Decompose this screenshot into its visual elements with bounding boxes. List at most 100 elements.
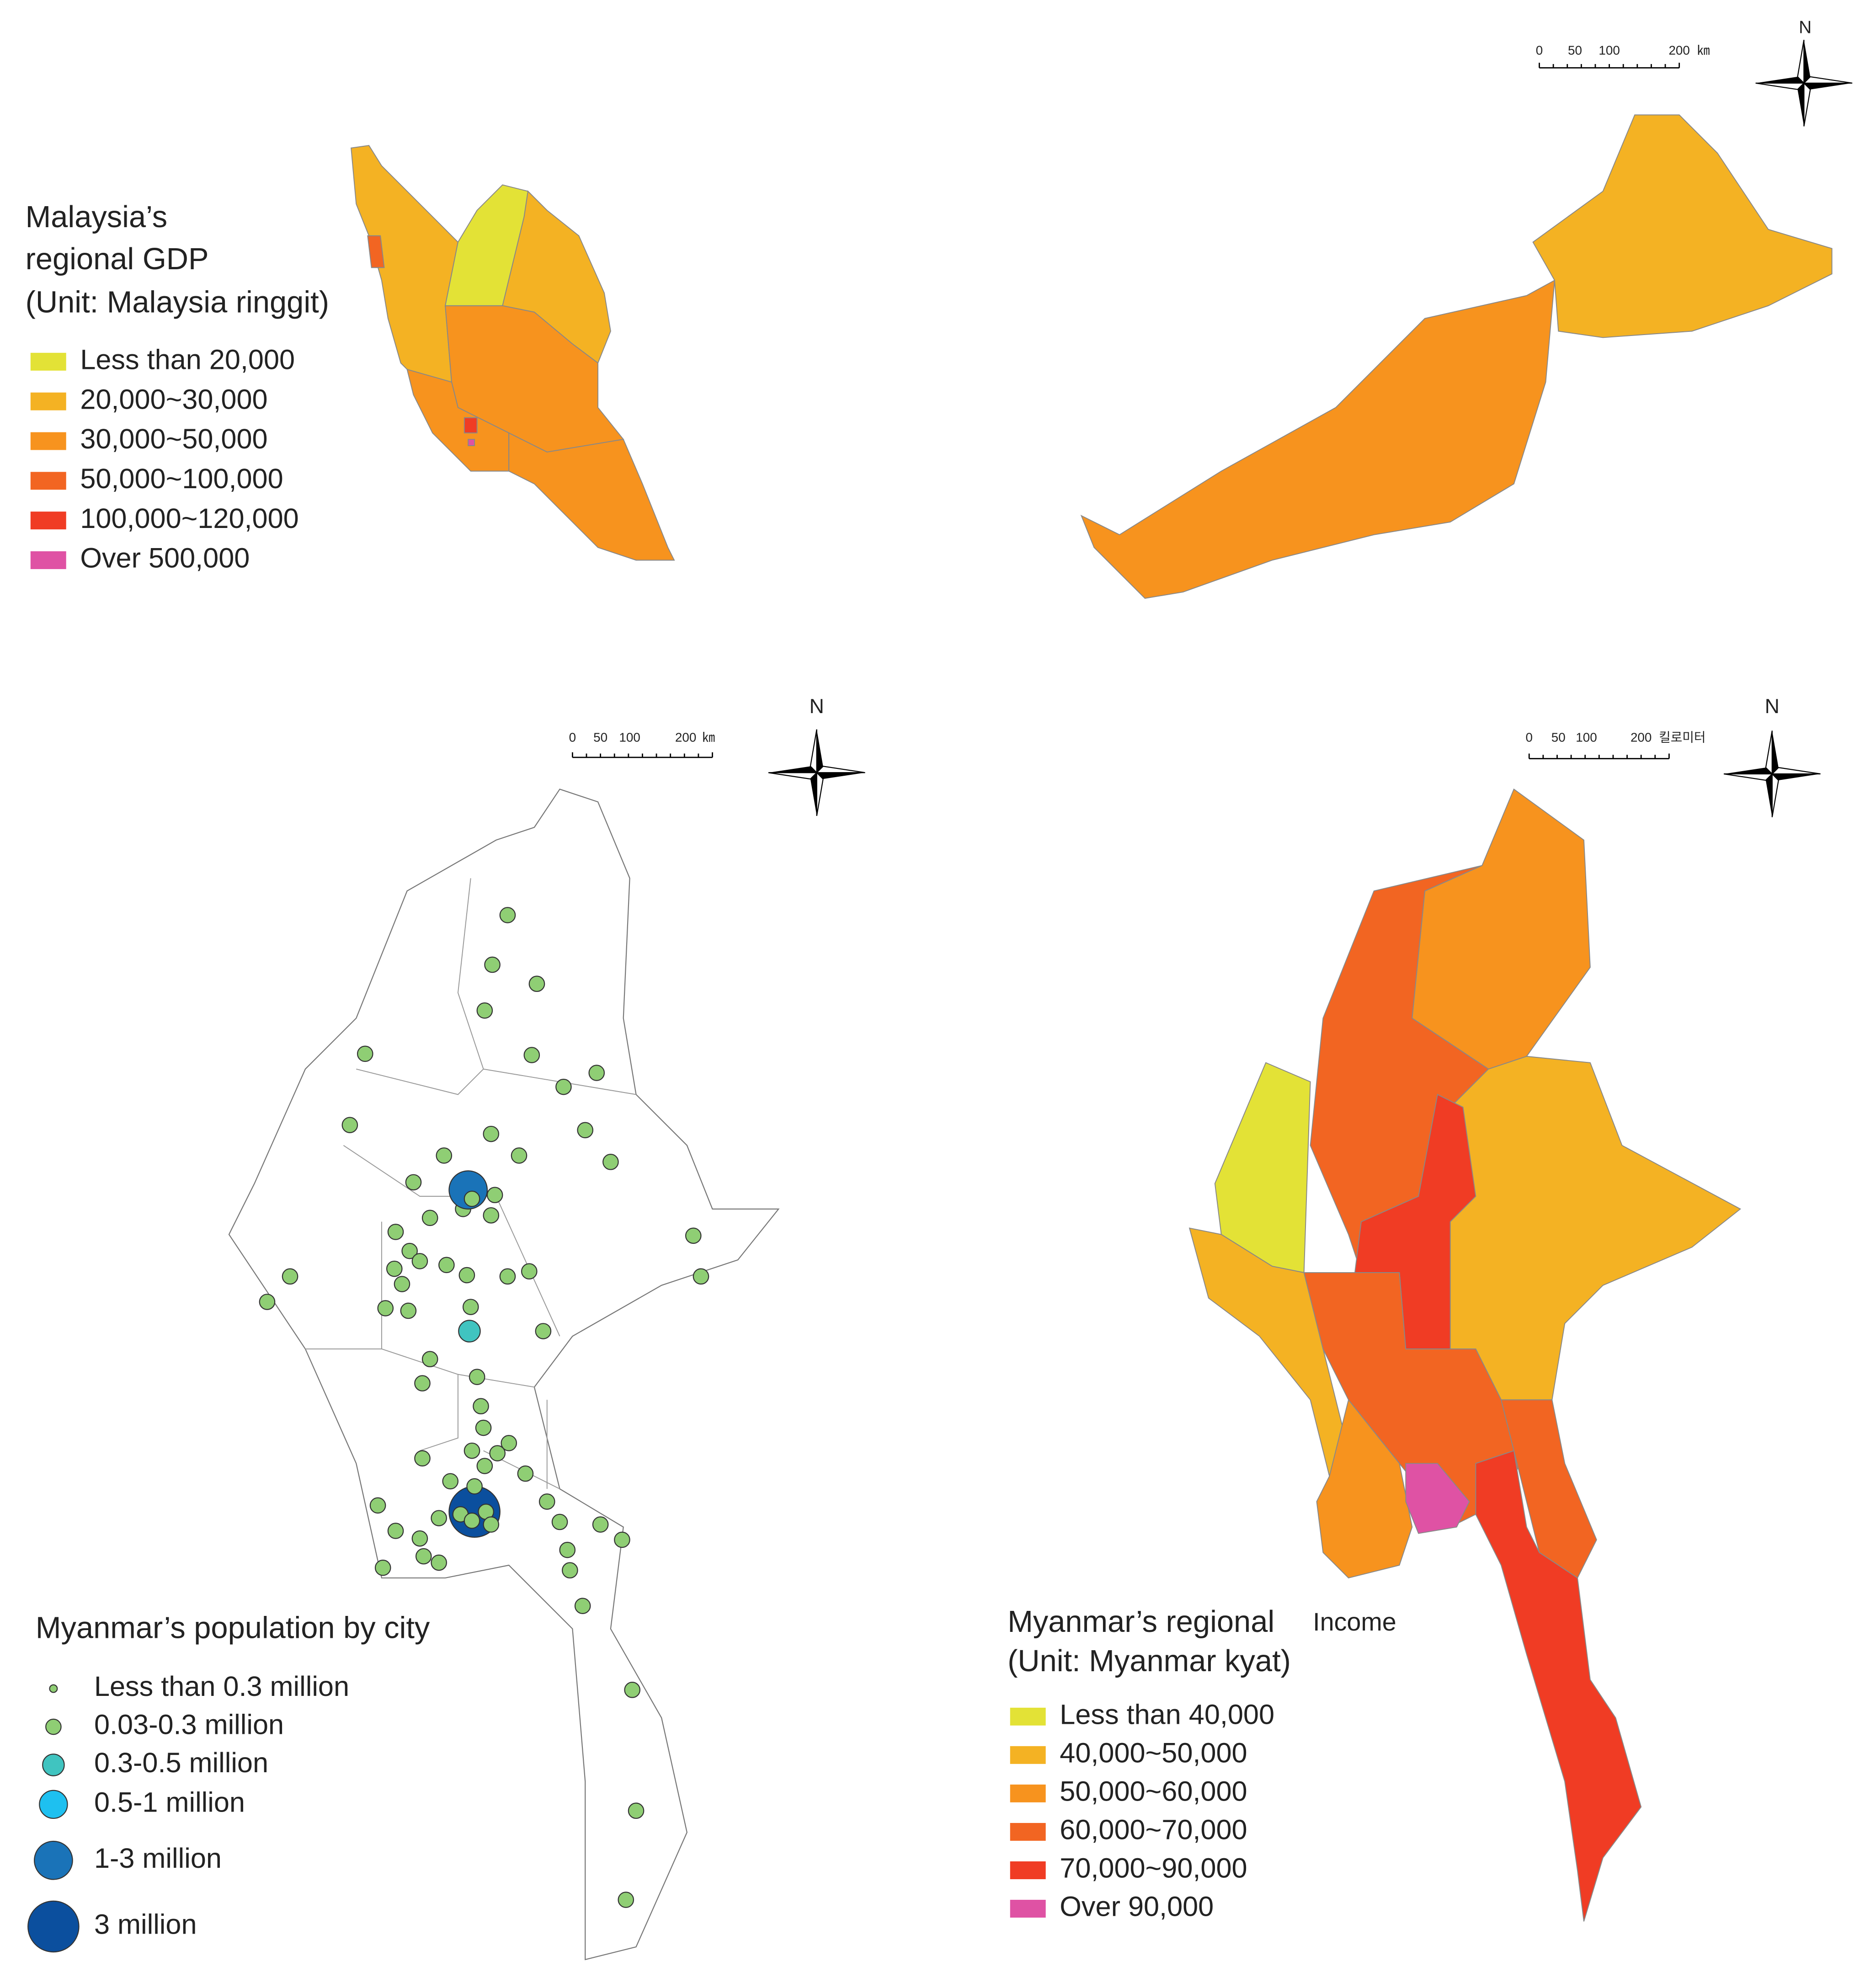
city-dot [458, 1320, 481, 1343]
city-dot [483, 1125, 500, 1142]
city-dot [562, 1562, 578, 1579]
city-dot [628, 1802, 645, 1819]
city-dot [414, 1450, 431, 1467]
legend-swatch [1010, 1784, 1046, 1802]
legend-label: 0.03-0.3 million [94, 1709, 284, 1740]
city-dot [394, 1276, 410, 1292]
city-dot [588, 1065, 605, 1081]
scale-label: 50 [593, 730, 607, 744]
city-dot [400, 1302, 417, 1319]
city-dot [475, 1419, 492, 1436]
city-dot [535, 1323, 552, 1339]
legend-label: 60,000~70,000 [1060, 1814, 1247, 1845]
legend-title: regional GDP [26, 242, 209, 276]
scale-label: 0 [569, 730, 576, 744]
legend-label: Less than 0.3 million [94, 1671, 349, 1702]
region [351, 145, 458, 383]
city-dot [377, 1300, 394, 1316]
legend-label: 20,000~30,000 [80, 384, 267, 415]
legend-symbol [34, 1840, 73, 1880]
city-dot [499, 907, 516, 923]
scale-label: 50 [1568, 43, 1582, 58]
scale-label: 50 [1551, 730, 1566, 744]
region [468, 439, 475, 446]
region [1500, 1399, 1597, 1579]
city-dot [483, 1516, 500, 1533]
city-dot [431, 1510, 447, 1526]
north-label: N [1799, 17, 1812, 37]
legend-title: Income [1313, 1608, 1396, 1636]
legend-label: 3 million [94, 1909, 197, 1940]
city-dot [624, 1682, 641, 1698]
city-dot [341, 1117, 358, 1133]
city-dot [618, 1892, 634, 1908]
scale-unit: 킬로미터 [1659, 730, 1705, 744]
legend-label: 1-3 million [94, 1843, 222, 1874]
region [367, 235, 385, 268]
scale-unit: ㎞ [702, 730, 715, 744]
legend-label: Over 500,000 [80, 543, 250, 574]
legend-title: Myanmar’s regional [1007, 1605, 1274, 1639]
region [1532, 114, 1833, 338]
legend: Less than 0.3 million 0.03-0.3 million 0.3… [27, 1671, 349, 1953]
scale-label: 100 [1599, 43, 1620, 58]
city-dot [282, 1268, 298, 1285]
legend-swatch [30, 512, 66, 530]
legend-symbol [42, 1753, 65, 1776]
legend-swatch [30, 392, 66, 410]
city-dot [473, 1398, 489, 1415]
city-dot [499, 1268, 516, 1285]
city-dot [521, 1263, 538, 1280]
city-dot [517, 1465, 534, 1482]
legend-swatch [1010, 1823, 1046, 1841]
legend-symbol [49, 1684, 58, 1693]
legend-label: 70,000~90,000 [1060, 1853, 1247, 1884]
region [1080, 279, 1556, 599]
city-dot [374, 1559, 391, 1576]
malaysia-borneo [1080, 114, 1833, 599]
legend-swatch [30, 432, 66, 450]
legend-label: 100,000~120,000 [80, 503, 298, 534]
city-dot [436, 1147, 453, 1164]
city-dot [401, 1242, 418, 1259]
city-dot [458, 1267, 475, 1284]
legend-label: Less than 20,000 [80, 344, 295, 375]
scale-unit: ㎞ [1697, 43, 1710, 58]
legend-title: Malaysia’s [26, 200, 168, 234]
scale-label: 200 [1631, 730, 1652, 744]
legend: Less than 40,000 40,000~50,000 50,000~60,0… [1010, 1699, 1274, 1922]
city-dot [387, 1523, 404, 1539]
city-dot [259, 1294, 276, 1310]
legend-swatch [30, 472, 66, 490]
legend-label: 30,000~50,000 [80, 423, 267, 454]
city-dot [411, 1530, 428, 1547]
legend-title: (Unit: Malaysia ringgit) [26, 286, 329, 320]
city-dot [431, 1554, 447, 1571]
city-dot [464, 1442, 480, 1459]
city-dot [464, 1512, 480, 1529]
region [464, 417, 478, 434]
city-dot [476, 1458, 493, 1474]
city-dot [528, 975, 545, 992]
legend-swatch [30, 551, 66, 569]
city-dot [592, 1516, 609, 1533]
city-dot [387, 1224, 404, 1240]
city-dot [421, 1210, 438, 1226]
city-dot [421, 1351, 438, 1368]
region [1405, 1463, 1470, 1534]
region [1316, 1399, 1413, 1579]
city-dot [577, 1122, 594, 1139]
region [508, 432, 675, 561]
city-dot [386, 1260, 403, 1277]
city-dot [484, 956, 501, 973]
city-dot [489, 1445, 506, 1462]
region [1475, 1450, 1642, 1922]
city-dot [464, 1190, 480, 1207]
city-dot [551, 1514, 568, 1530]
city-dot [614, 1531, 630, 1548]
city-dot [501, 1435, 517, 1451]
city-dot [415, 1548, 432, 1565]
legend: Less than 20,000 20,000~30,000 30,000~50,0… [30, 344, 299, 574]
malaysia-peninsula [351, 145, 675, 561]
